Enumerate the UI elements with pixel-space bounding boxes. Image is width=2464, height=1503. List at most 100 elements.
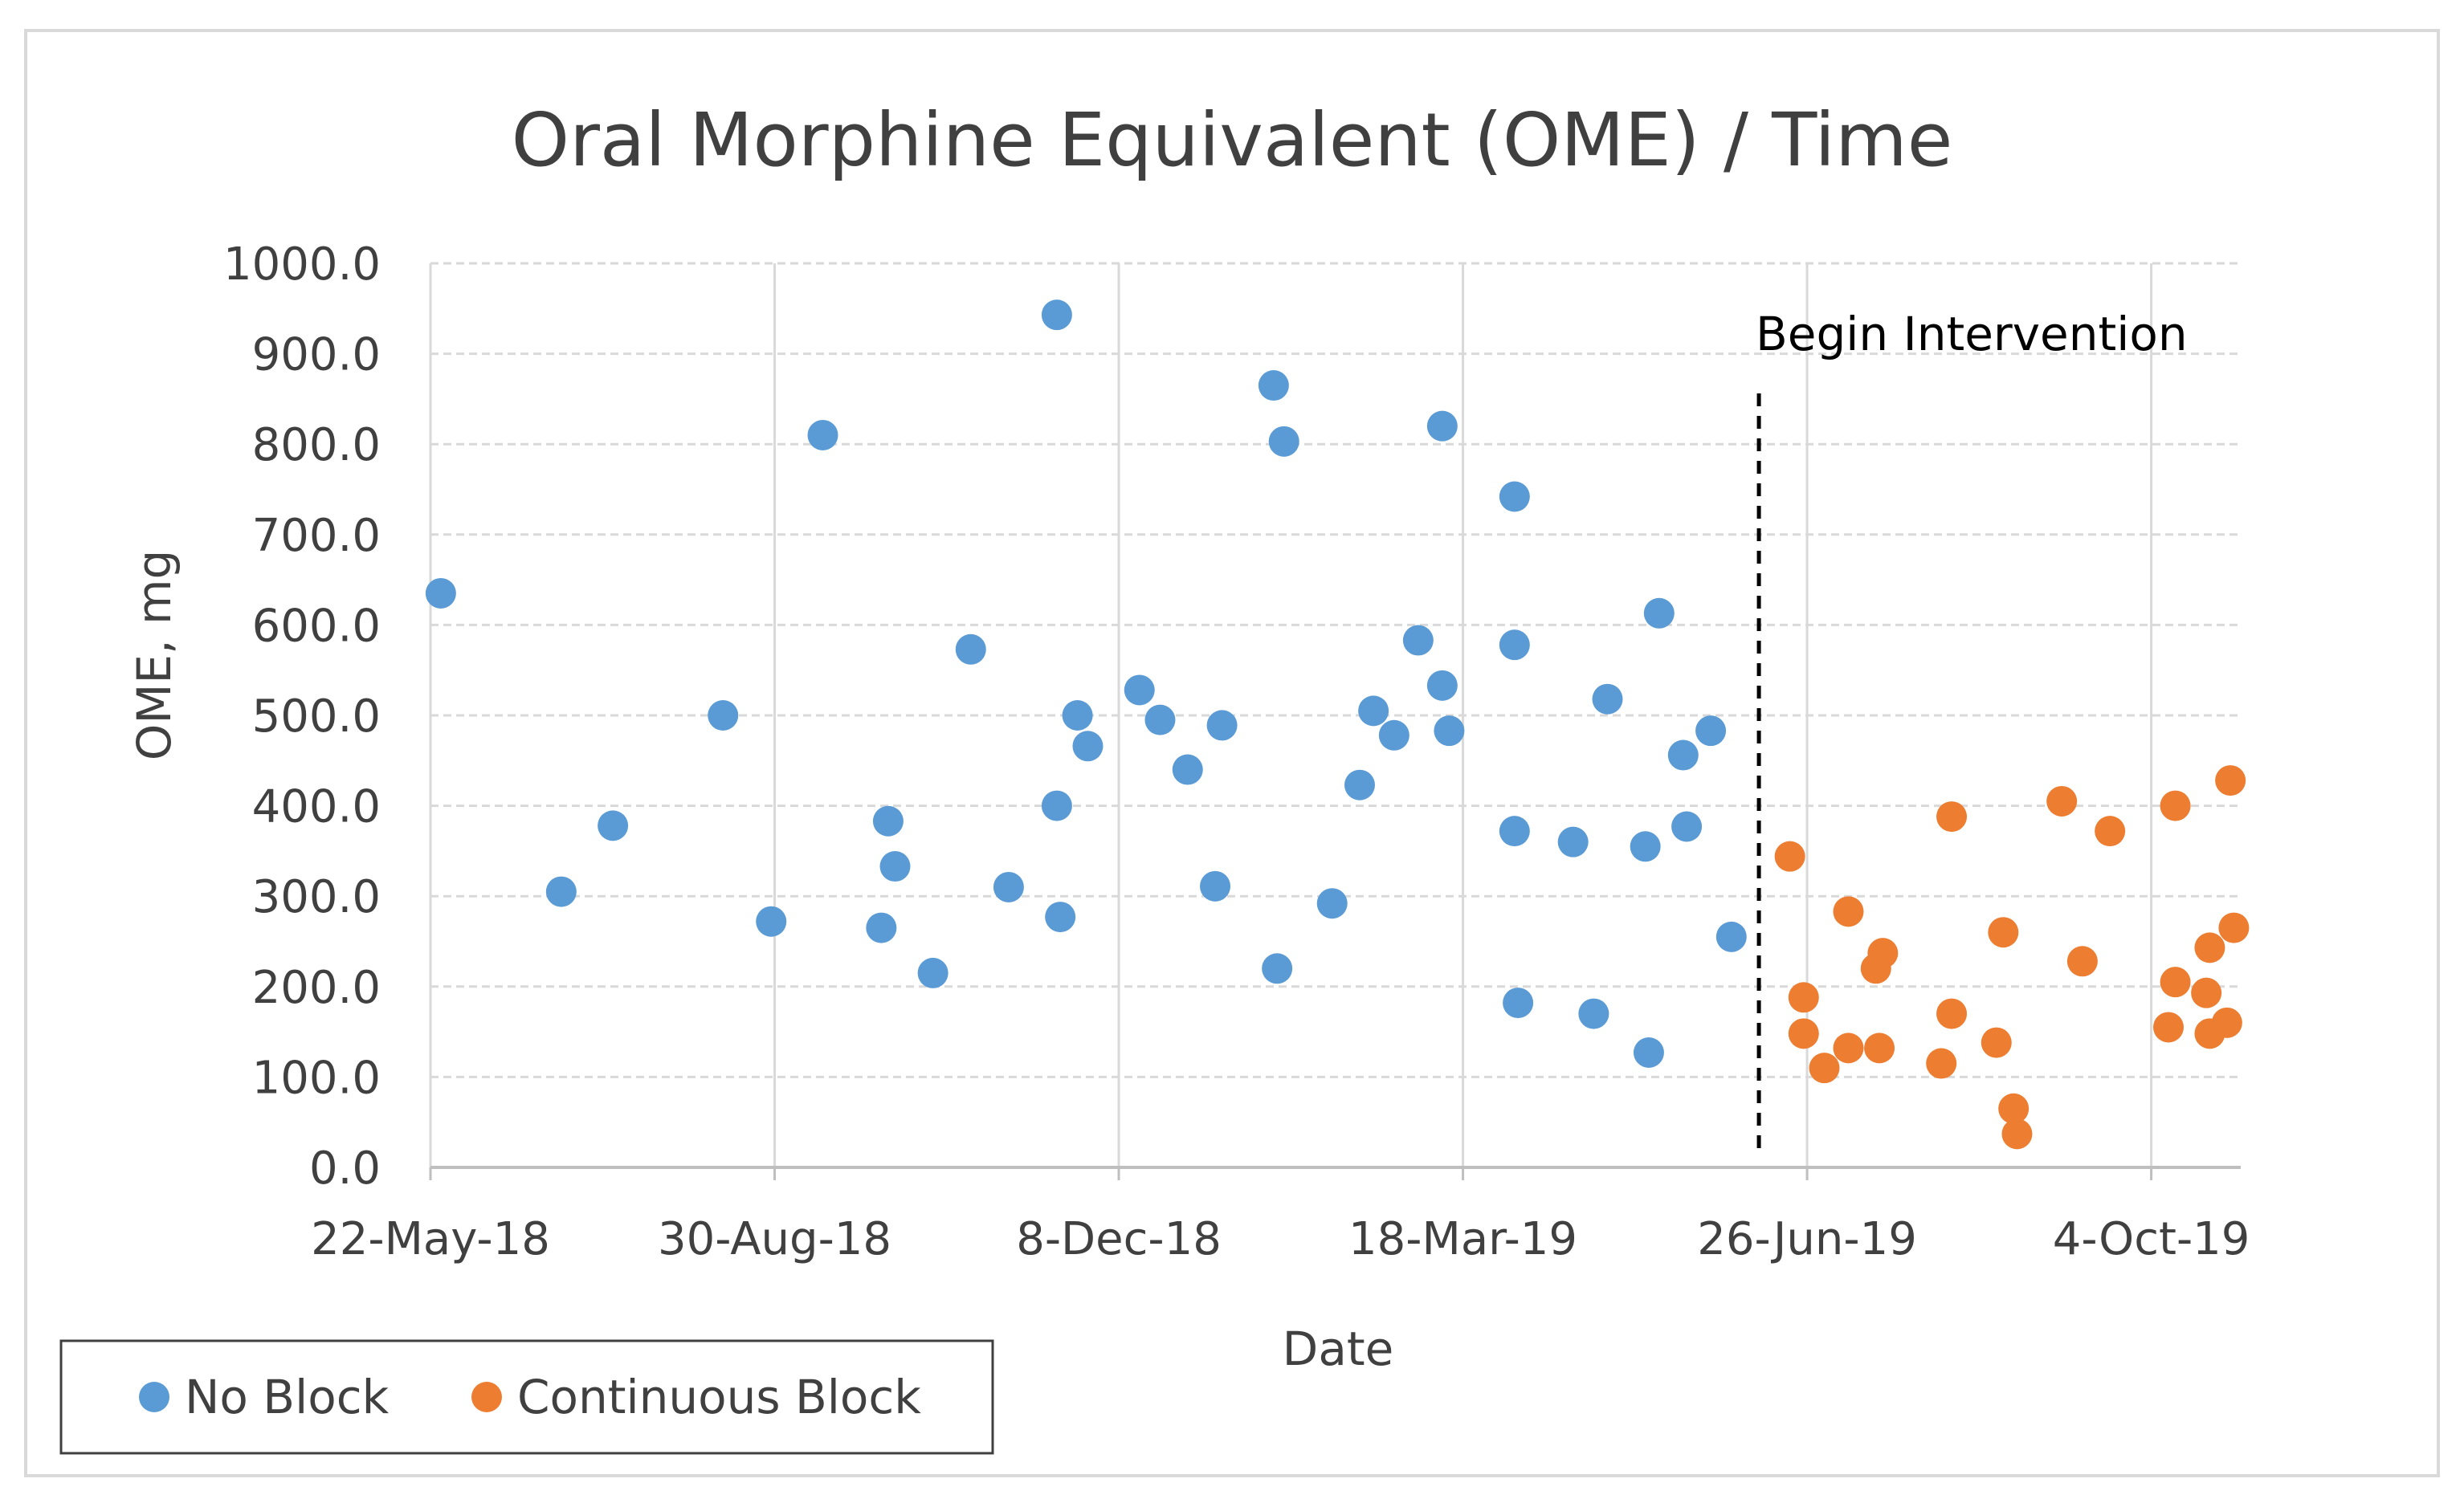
- x-tick-label: 22-May-18: [311, 1213, 550, 1265]
- legend: No Block Continuous Block: [59, 1339, 994, 1455]
- point-no-block: [1200, 870, 1231, 902]
- point-no-block: [756, 906, 787, 937]
- point-no-block: [1499, 816, 1530, 847]
- point-no-block: [879, 851, 911, 882]
- point-continuous-block: [1788, 1018, 1819, 1049]
- y-tick-label: 1000.0: [223, 238, 381, 291]
- point-no-block: [1268, 426, 1299, 457]
- point-continuous-block: [1936, 998, 1968, 1029]
- point-continuous-block: [2211, 1007, 2242, 1038]
- legend-box: [59, 1339, 994, 1455]
- point-continuous-block: [2191, 977, 2222, 1008]
- y-axis-title: OME, mg: [127, 550, 182, 761]
- point-no-block: [955, 633, 986, 665]
- point-no-block: [1426, 410, 1458, 442]
- point-continuous-block: [1774, 841, 1805, 872]
- point-continuous-block: [2215, 765, 2246, 796]
- point-no-block: [1206, 710, 1238, 741]
- chart-frame: [24, 29, 2440, 1477]
- point-no-block: [1358, 695, 1389, 727]
- x-tick-label: 30-Aug-18: [658, 1213, 891, 1265]
- point-no-block: [1667, 739, 1699, 771]
- point-continuous-block: [1809, 1053, 1840, 1084]
- chart-title: Oral Morphine Equivalent (OME) / Time: [512, 97, 1953, 183]
- point-no-block: [866, 912, 897, 943]
- point-continuous-block: [1833, 896, 1864, 927]
- point-continuous-block: [2066, 946, 2098, 977]
- point-no-block: [1426, 670, 1458, 701]
- legend-label-no-block: No Block: [185, 1370, 390, 1424]
- point-continuous-block: [2095, 816, 2126, 847]
- point-no-block: [1643, 597, 1675, 629]
- y-tick-label: 800.0: [252, 419, 381, 471]
- point-continuous-block: [1867, 938, 1899, 969]
- x-tick-label: 26-Jun-19: [1697, 1213, 1917, 1265]
- x-axis-title: Date: [1283, 1322, 1394, 1376]
- point-no-block: [1072, 731, 1103, 762]
- point-no-block: [1499, 481, 1530, 512]
- y-tick-label: 100.0: [252, 1052, 381, 1104]
- point-continuous-block: [1788, 982, 1819, 1013]
- point-continuous-block: [2160, 967, 2191, 998]
- point-no-block: [1378, 719, 1409, 751]
- point-no-block: [993, 871, 1024, 902]
- point-no-block: [917, 957, 948, 988]
- x-axis-ticks: 22-May-18 30-Aug-18 8-Dec-18 18-Mar-19 26-Ju…: [311, 1167, 2250, 1265]
- point-continuous-block: [1864, 1033, 1895, 1064]
- point-no-block: [1592, 683, 1623, 715]
- point-continuous-block: [2046, 785, 2078, 817]
- point-no-block: [1062, 700, 1093, 731]
- y-tick-label: 400.0: [252, 781, 381, 833]
- point-no-block: [1172, 754, 1203, 785]
- x-tick-label: 8-Dec-18: [1016, 1213, 1222, 1265]
- point-no-block: [598, 810, 629, 841]
- point-no-block: [1344, 769, 1375, 800]
- point-continuous-block: [2218, 912, 2250, 943]
- point-no-block: [1041, 299, 1072, 331]
- x-tick-label: 4-Oct-19: [2053, 1213, 2250, 1265]
- series-no-block: [425, 299, 1747, 1068]
- y-tick-label: 600.0: [252, 600, 381, 652]
- y-tick-label: 900.0: [252, 329, 381, 381]
- point-no-block: [807, 419, 838, 450]
- point-continuous-block: [2001, 1118, 2033, 1150]
- point-continuous-block: [2153, 1012, 2185, 1043]
- legend-label-continuous-block: Continuous Block: [517, 1370, 921, 1424]
- point-no-block: [425, 577, 456, 609]
- y-tick-label: 700.0: [252, 510, 381, 562]
- series-continuous-block: [1774, 765, 2250, 1150]
- legend-marker-continuous-block: [471, 1382, 502, 1412]
- y-tick-label: 200.0: [252, 962, 381, 1014]
- point-continuous-block: [1998, 1093, 2030, 1124]
- y-tick-label: 0.0: [309, 1143, 381, 1195]
- point-no-block: [1434, 715, 1465, 747]
- point-no-block: [708, 700, 739, 731]
- point-continuous-block: [1936, 801, 1968, 833]
- point-no-block: [1499, 629, 1530, 661]
- x-tick-label: 18-Mar-19: [1348, 1213, 1577, 1265]
- point-no-block: [1715, 921, 1747, 952]
- point-continuous-block: [1926, 1048, 1957, 1079]
- point-continuous-block: [1833, 1033, 1864, 1064]
- point-no-block: [1402, 625, 1434, 656]
- point-no-block: [1316, 888, 1348, 919]
- point-continuous-block: [1981, 1027, 2012, 1058]
- point-no-block: [545, 876, 577, 907]
- point-no-block: [1503, 988, 1534, 1019]
- point-no-block: [1144, 704, 1176, 735]
- point-continuous-block: [2160, 790, 2191, 821]
- y-axis-ticks: 0.0 100.0 200.0 300.0 400.0 500.0 600.0 700.0 80…: [223, 238, 381, 1195]
- point-no-block: [1045, 902, 1076, 933]
- point-no-block: [1041, 790, 1072, 821]
- point-no-block: [1124, 674, 1155, 706]
- y-tick-label: 500.0: [252, 690, 381, 743]
- point-no-block: [1578, 998, 1609, 1029]
- y-tick-label: 300.0: [252, 871, 381, 923]
- point-no-block: [1633, 1037, 1664, 1068]
- point-continuous-block: [2194, 932, 2225, 963]
- point-no-block: [1262, 953, 1293, 984]
- point-no-block: [1557, 826, 1589, 857]
- point-no-block: [1630, 831, 1661, 862]
- legend-marker-no-block: [139, 1382, 169, 1412]
